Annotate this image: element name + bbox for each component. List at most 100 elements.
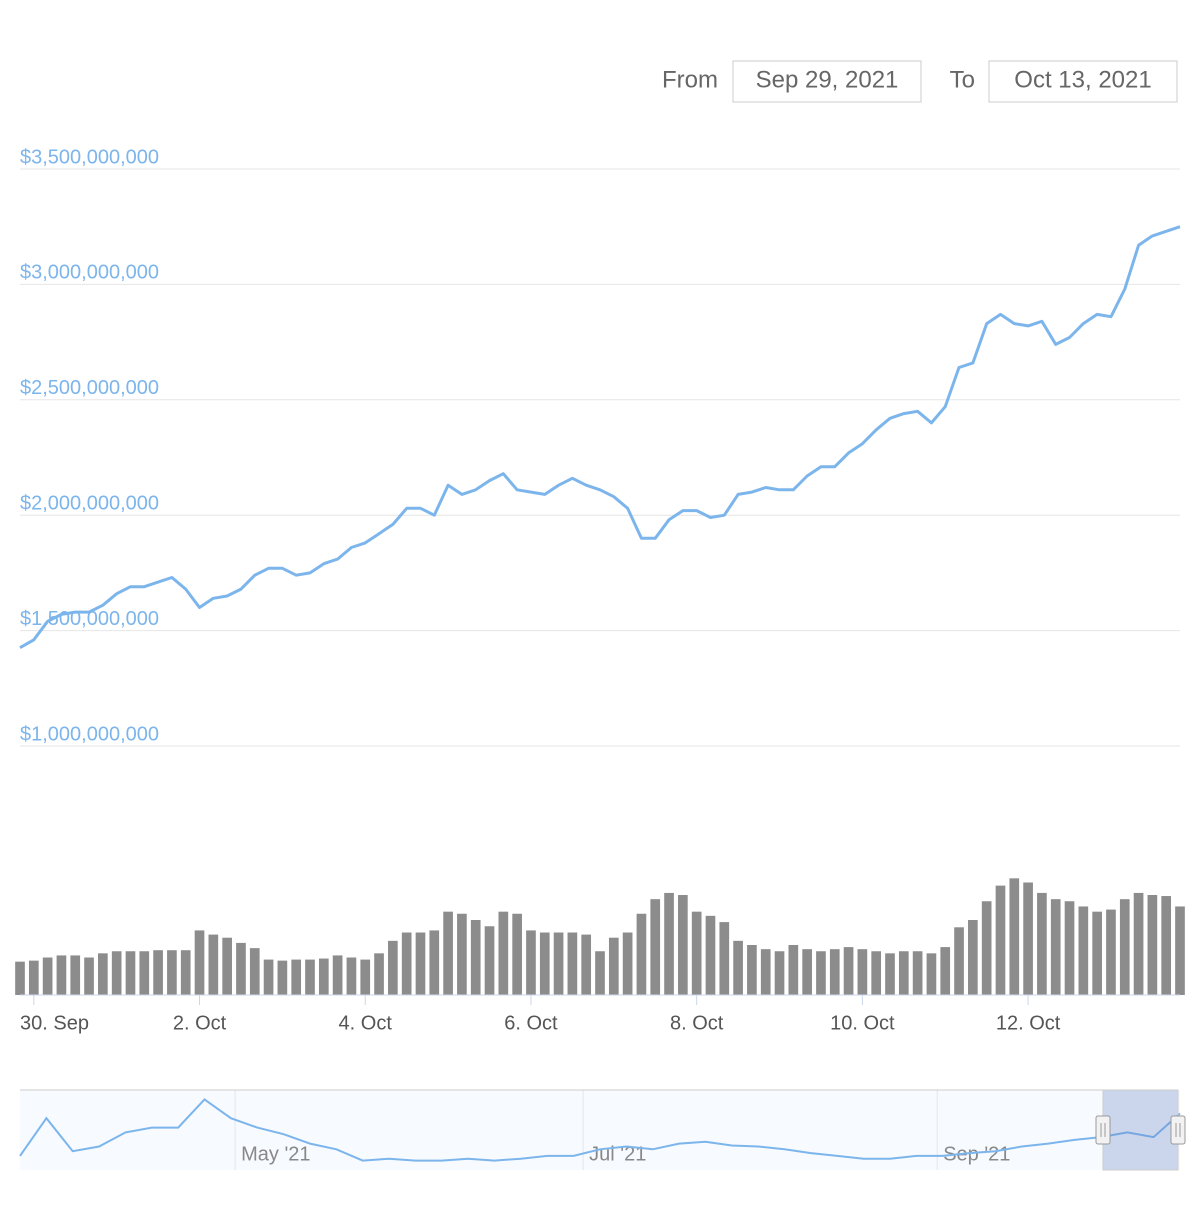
volume-bar — [194, 930, 205, 995]
y-tick-label: $2,000,000,000 — [20, 492, 159, 514]
volume-bar — [829, 949, 840, 995]
volume-bar — [388, 940, 398, 995]
labels: $1,000,000,000 $1,500,000,000 $2,000,000,0… — [20, 146, 1061, 1034]
volume-bar — [346, 957, 357, 995]
volume-bar — [1161, 896, 1172, 995]
from-input[interactable] — [732, 60, 922, 103]
navigator-tick-label: May '21 — [241, 1143, 310, 1165]
volume-bar — [733, 940, 743, 995]
x-tick-label: 30. Sep — [20, 1012, 89, 1034]
volume-bar — [263, 959, 274, 995]
volume-bar — [1175, 906, 1185, 995]
volume-bar — [857, 949, 868, 995]
volume-bar — [512, 913, 522, 995]
navigator-handle[interactable] — [1170, 1115, 1186, 1145]
navigator-handle[interactable] — [1095, 1115, 1111, 1145]
volume-bar — [401, 932, 412, 995]
volume-bar — [484, 926, 495, 995]
volume-bar — [470, 920, 481, 995]
volume-bar — [1106, 909, 1116, 995]
volume-bar — [595, 951, 605, 995]
x-tick-label: 4. Oct — [339, 1012, 393, 1034]
volume-bar — [968, 920, 978, 995]
volume-bar — [898, 951, 909, 995]
volume-bar — [636, 913, 647, 995]
volume-bar — [526, 930, 536, 995]
y-tick-label: $1,500,000,000 — [20, 608, 159, 630]
from-label: From — [662, 66, 718, 93]
volume-bar — [1092, 911, 1102, 995]
volume-bar — [664, 892, 674, 995]
volume-bar — [705, 915, 716, 995]
volume-pane — [15, 878, 1185, 995]
volume-bar — [995, 885, 1006, 995]
volume-bar — [691, 911, 702, 995]
volume-bar — [760, 949, 771, 995]
volume-bar — [1037, 892, 1047, 995]
to-input[interactable] — [988, 60, 1178, 103]
volume-bar — [940, 947, 951, 995]
volume-bar — [567, 932, 578, 995]
volume-bar — [443, 911, 453, 995]
volume-bar — [1050, 899, 1061, 995]
volume-bar — [98, 953, 108, 995]
volume-bar — [843, 947, 854, 995]
price-line — [19, 225, 1181, 650]
volume-bar — [249, 948, 260, 995]
volume-bar — [318, 958, 329, 995]
volume-bar — [650, 899, 661, 995]
volume-bar — [981, 901, 992, 995]
volume-bar — [56, 955, 67, 995]
volume-bar — [1119, 899, 1130, 995]
volume-bar — [912, 951, 923, 995]
navigator: May '21 Jul '21 Sep '21 — [19, 1089, 1186, 1171]
volume-bar — [291, 959, 302, 995]
navigator-bg — [20, 1090, 1180, 1170]
volume-bar — [277, 960, 288, 995]
volume-bar — [28, 960, 39, 995]
volume-bar — [926, 953, 937, 995]
volume-bar — [374, 953, 384, 995]
volume-bar — [125, 951, 136, 995]
volume-bar — [774, 951, 785, 995]
volume-bar — [954, 927, 964, 995]
volume-bar — [42, 957, 53, 995]
volume-bar — [15, 961, 25, 995]
to-label: To — [950, 66, 975, 93]
grid — [20, 168, 1180, 747]
to-value[interactable]: Oct 13, 2021 — [1014, 66, 1151, 93]
volume-bar — [498, 911, 509, 995]
navigator-line — [19, 1098, 1181, 1162]
volume-bar — [581, 934, 592, 995]
volume-bar — [1009, 878, 1020, 995]
from-value[interactable]: Sep 29, 2021 — [756, 66, 899, 93]
x-tick-label: 10. Oct — [830, 1012, 895, 1034]
y-tick-label: $1,000,000,000 — [20, 723, 159, 745]
volume-bar — [84, 957, 94, 995]
volume-bar — [1078, 906, 1089, 995]
volume-bar — [788, 945, 799, 995]
volume-bar — [139, 951, 150, 995]
volume-bar — [885, 953, 895, 995]
volume-bar — [747, 945, 757, 995]
x-tick-label: 6. Oct — [504, 1012, 558, 1034]
volume-bar — [153, 950, 163, 995]
volume-bar — [816, 951, 826, 995]
volume-bar — [429, 930, 440, 995]
volume-bar — [802, 949, 812, 995]
navigator-tick-label: Sep '21 — [943, 1143, 1010, 1165]
volume-bar — [360, 959, 371, 995]
price-pane — [19, 225, 1181, 650]
y-tick-label: $3,000,000,000 — [20, 262, 159, 284]
volume-bar — [70, 955, 81, 995]
volume-bar — [871, 951, 882, 995]
volume-bar — [678, 895, 688, 995]
volume-bar — [553, 932, 564, 995]
x-tick-label: 8. Oct — [670, 1012, 724, 1034]
navigator-selection[interactable] — [1102, 1089, 1179, 1171]
volume-bar — [305, 959, 315, 995]
volume-bar — [622, 932, 633, 995]
volume-bar — [1133, 892, 1144, 995]
volume-bar — [1147, 895, 1158, 995]
